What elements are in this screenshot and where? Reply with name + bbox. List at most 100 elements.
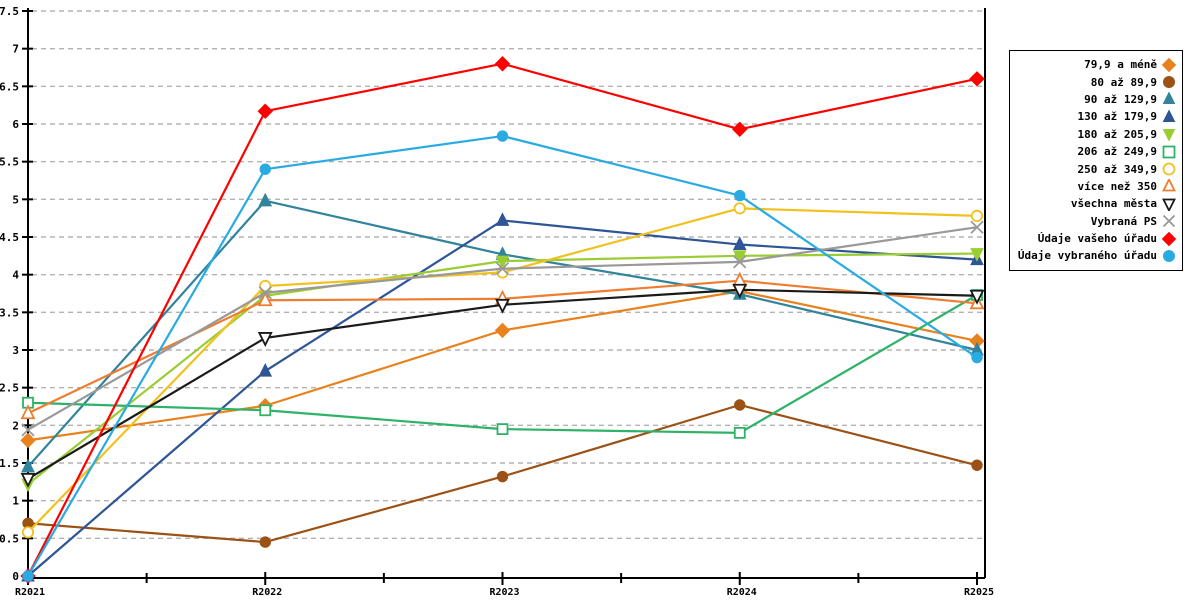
series-line	[27, 134, 978, 577]
circle-icon	[734, 189, 746, 202]
y-tick-label: 1	[12, 495, 19, 508]
y-tick-label: 5.5	[0, 156, 19, 169]
series-line	[27, 252, 978, 485]
diamond-icon	[1162, 231, 1176, 246]
legend-item: všechna města	[1014, 195, 1176, 212]
x-tick-label: R2023	[489, 587, 519, 598]
triangle-down-icon	[20, 472, 36, 488]
legend: 79,9 a méně 80 až 89,9 90 až 129,9 130 až 1…	[1009, 50, 1183, 271]
legend-item-label: více než 350	[1077, 179, 1157, 193]
y-tick-label: 1.5	[0, 457, 19, 470]
legend-item-label: 250 až 349,9	[1077, 162, 1157, 176]
triangle-up-icon-shape	[1162, 109, 1176, 122]
circle-icon-shape	[1163, 249, 1175, 262]
triangle-down-icon	[1162, 198, 1176, 211]
triangle-up-icon	[495, 212, 510, 226]
y-tick-label: 6.5	[0, 80, 19, 93]
legend-item-label: všechna města	[1070, 197, 1157, 211]
triangle-up-icon	[732, 236, 747, 251]
square-icon	[259, 404, 272, 417]
triangle-down-icon	[969, 289, 985, 305]
circle-icon	[259, 163, 271, 175]
triangle-down-icon-shape	[1162, 129, 1176, 142]
square-icon-shape	[1162, 145, 1176, 159]
legend-item-label: 90 až 129,9	[1084, 92, 1157, 106]
triangle-up-icon	[21, 458, 35, 473]
legend-item-label: 206 až 249,9	[1077, 145, 1157, 159]
x-tick-label: R2025	[964, 587, 994, 598]
circle-icon	[971, 351, 983, 364]
triangle-up-icon	[258, 192, 273, 207]
legend-item: Vybraná PS	[1014, 213, 1176, 230]
legend-item: 79,9 a méně	[1014, 56, 1176, 73]
legend-item: 180 až 205,9	[1014, 126, 1176, 143]
triangle-up-icon	[1162, 109, 1176, 122]
x-icon	[495, 262, 510, 276]
x-tick-label: R2022	[252, 587, 282, 598]
circle-icon	[496, 470, 509, 483]
circle-icon	[22, 570, 34, 582]
diamond-icon	[494, 56, 511, 72]
triangle-up-icon	[1162, 92, 1176, 105]
diamond-icon	[494, 322, 511, 339]
x-icon	[733, 255, 747, 269]
legend-item: Údaje vybraného úřadu	[1014, 247, 1176, 264]
x-icon	[258, 286, 272, 300]
diamond-icon	[1162, 57, 1176, 72]
y-tick-label: 6	[12, 118, 19, 131]
triangle-up-icon	[1162, 179, 1176, 192]
triangle-up-icon	[258, 362, 273, 377]
y-tick-label: 4.5	[0, 231, 19, 244]
y-tick-label: 7	[12, 43, 19, 56]
y-tick-label: 7.5	[0, 5, 19, 18]
legend-item: 130 až 179,9	[1014, 108, 1176, 125]
legend-item: 90 až 129,9	[1014, 91, 1176, 108]
circle-icon	[496, 130, 509, 142]
circle-icon-shape	[1163, 76, 1175, 89]
y-tick-label: 0.5	[0, 532, 19, 545]
diamond-icon	[257, 103, 273, 119]
triangle-down-icon	[732, 250, 747, 264]
x-tick-label: R2024	[727, 587, 757, 598]
x-icon-shape	[1162, 215, 1176, 228]
y-tick-label: 5	[12, 193, 19, 206]
legend-item-label: 130 až 179,9	[1077, 110, 1157, 124]
triangle-down-icon	[1162, 129, 1176, 142]
square-icon	[496, 423, 509, 436]
legend-item-label: 180 až 205,9	[1077, 127, 1157, 141]
circle-icon	[259, 536, 271, 548]
square-icon	[1162, 145, 1176, 159]
circle-icon	[734, 399, 746, 411]
circle-icon	[733, 202, 746, 215]
triangle-down-icon-shape	[1162, 198, 1176, 211]
legend-item-label: Údaje vybraného úřadu	[1017, 249, 1157, 263]
diamond-icon-shape	[1162, 231, 1176, 246]
circle-icon-shape	[1162, 162, 1176, 176]
triangle-up-icon-shape	[1162, 92, 1176, 105]
triangle-up-icon	[20, 404, 36, 420]
x-icon	[1162, 215, 1176, 228]
diamond-icon	[20, 432, 36, 449]
diamond-icon	[732, 121, 748, 137]
triangle-down-icon	[495, 255, 510, 270]
x-tick-label: R2021	[15, 587, 45, 598]
legend-item: více než 350	[1014, 178, 1176, 195]
triangle-down-icon	[257, 332, 273, 347]
legend-item-label: 79,9 a méně	[1084, 58, 1157, 72]
triangle-up-icon	[257, 291, 273, 307]
triangle-down-icon	[732, 283, 748, 299]
circle-icon	[21, 526, 35, 539]
y-tick-label: 0	[12, 570, 19, 583]
y-tick-label: 3.5	[0, 306, 19, 319]
circle-icon	[1163, 249, 1175, 262]
y-tick-label: 2	[12, 419, 19, 432]
legend-item-label: 80 až 89,9	[1090, 75, 1157, 89]
triangle-up-icon-shape	[1162, 179, 1176, 192]
legend-item-label: Údaje vašeho úřadu	[1037, 232, 1157, 246]
legend-item-label: Vybraná PS	[1090, 214, 1157, 228]
circle-icon	[1163, 76, 1175, 89]
y-tick-label: 3	[12, 344, 19, 357]
legend-item: 250 až 349,9	[1014, 160, 1176, 177]
circle-icon	[1162, 162, 1176, 176]
